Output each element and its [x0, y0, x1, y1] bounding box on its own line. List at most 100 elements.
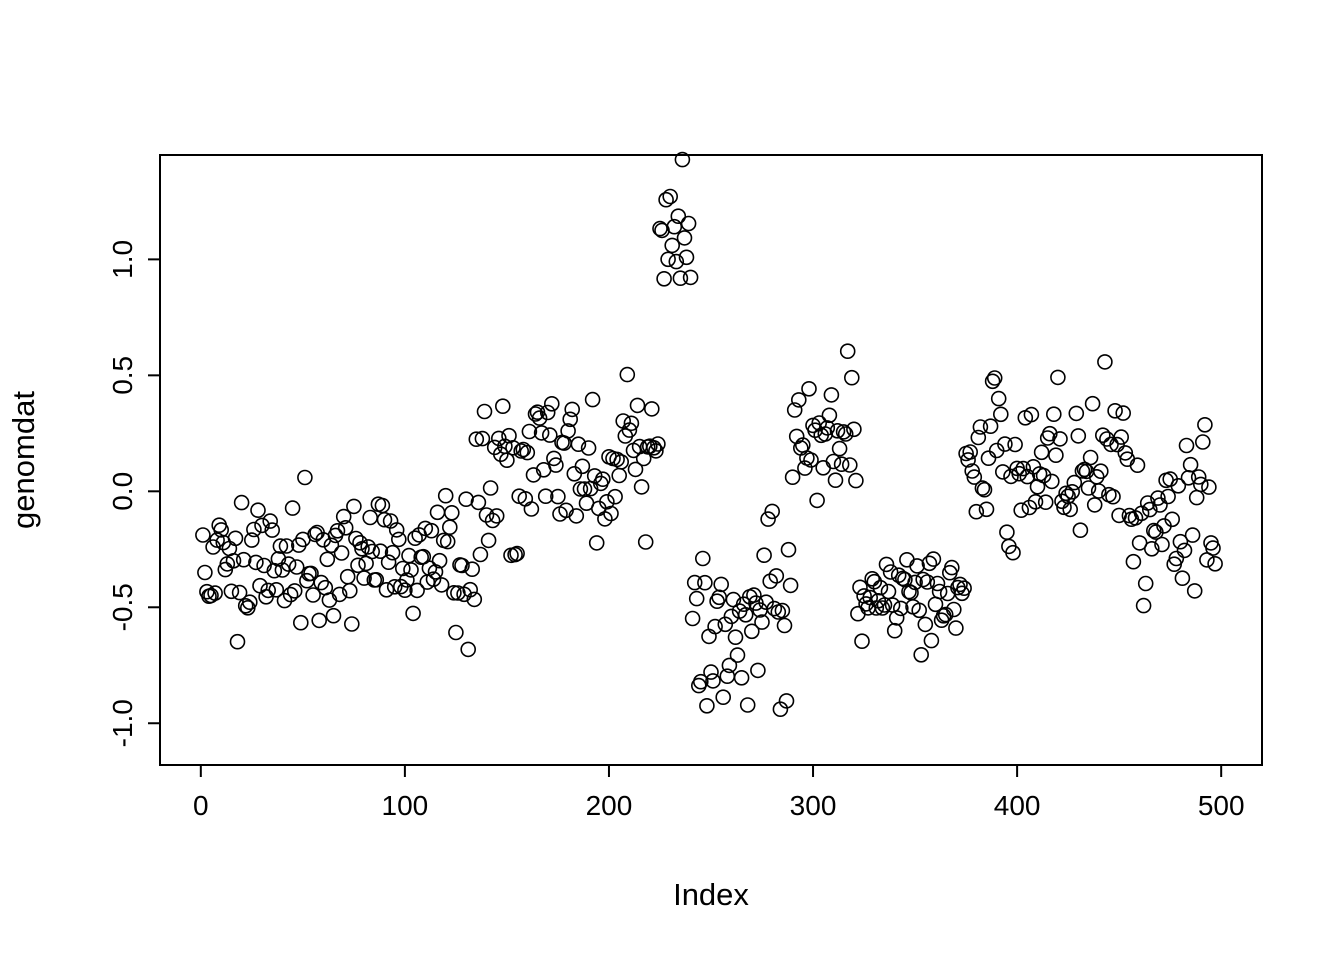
scatter-point [527, 406, 544, 422]
y-axis-label: genomdat [6, 391, 41, 529]
scatter-point [339, 568, 356, 585]
scatter-point [621, 422, 638, 438]
scatter-point [850, 605, 866, 622]
scatter-point [960, 452, 976, 468]
scatter-point [1152, 497, 1168, 513]
scatter-point [513, 443, 530, 459]
scatter-point [594, 471, 611, 488]
scatter-point [786, 402, 803, 418]
scatter-point [358, 555, 374, 572]
scatter-point [841, 457, 858, 473]
x-axis-label: Index [673, 877, 749, 912]
scatter-point [1146, 522, 1162, 539]
scatter-point [423, 522, 440, 539]
scatter-point [482, 480, 499, 496]
scatter-point [1086, 497, 1103, 513]
scatter-point [431, 552, 448, 569]
data-points [195, 151, 1223, 718]
y-tick-label: 1.0 [107, 240, 138, 279]
scatter-point [433, 577, 450, 593]
scatter-point [1064, 483, 1080, 500]
scatter-point [780, 541, 797, 558]
y-tick-label: -1.0 [107, 699, 138, 747]
scatter-point [697, 574, 713, 591]
scatter-point [1176, 542, 1193, 559]
scatter-point [764, 503, 781, 520]
scatter-point [1184, 527, 1201, 543]
scatter-point [1035, 467, 1052, 484]
scatter-point [907, 574, 923, 591]
scatter-point [519, 444, 536, 461]
scatter-point [378, 581, 395, 598]
scatter-point [1052, 431, 1068, 447]
scatter-point [633, 479, 650, 495]
scatter-point [568, 508, 585, 524]
scatter-point [560, 423, 576, 439]
scatter-point [613, 454, 630, 470]
scatter-point [223, 583, 240, 600]
scatter-point [823, 387, 840, 403]
scatter-point [1182, 456, 1199, 473]
scatter-point [533, 425, 550, 441]
scatter-point [627, 461, 644, 478]
scatter-point [384, 544, 401, 561]
scatter-point [319, 551, 336, 568]
scatter-point [525, 467, 542, 483]
scatter-point [774, 602, 791, 619]
scatter-point [580, 440, 597, 456]
scatter-point [531, 410, 548, 426]
scatter-point [494, 398, 511, 415]
scatter-point [821, 407, 838, 424]
scatter-point [372, 543, 389, 560]
scatter-point [390, 531, 407, 548]
scatter-point [888, 610, 905, 626]
scatter-point [386, 578, 403, 595]
scatter-point [782, 577, 799, 594]
scatter-point [1103, 436, 1119, 453]
scatter-point [658, 191, 674, 208]
scatter-point [368, 571, 385, 588]
scatter-point [1131, 535, 1148, 551]
scatter-point [278, 538, 295, 554]
scatter-point [982, 418, 999, 435]
scatter-point [541, 427, 558, 443]
scatter-point [656, 270, 672, 287]
scatter-point [611, 467, 628, 484]
scatter-point [833, 456, 850, 473]
scatter-point [1174, 570, 1191, 587]
scatter-point [694, 550, 711, 567]
scatter-point [356, 570, 372, 586]
scatter-point [1062, 501, 1078, 518]
scatter-point [750, 662, 766, 679]
scatter-point [376, 511, 393, 528]
scatter-point [1142, 501, 1158, 518]
scatter-point [629, 397, 646, 414]
scatter-point [662, 188, 679, 205]
scatter-point [854, 633, 870, 650]
scatter-point [550, 488, 566, 505]
scatter-point [227, 530, 244, 547]
scatter-point [672, 270, 689, 287]
scatter-point [480, 532, 497, 549]
scatter-point [397, 582, 413, 599]
scatter-point [970, 429, 987, 446]
scatter-point [272, 538, 289, 554]
scatter-point [399, 572, 415, 588]
scatter-point [254, 517, 270, 534]
scatter-point [831, 440, 848, 457]
scatter-point [572, 481, 589, 497]
scatter-point [705, 673, 721, 689]
scatter-point [1186, 583, 1203, 599]
scatter-point [733, 669, 750, 686]
scatter-point [1117, 445, 1134, 461]
scatter-point [246, 521, 262, 538]
scatter-point [323, 537, 340, 554]
scatter-point [866, 573, 883, 590]
x-tick-label: 500 [1198, 790, 1245, 821]
scatter-point [437, 487, 454, 504]
scatter-point [1005, 544, 1021, 561]
scatter-point [1207, 555, 1223, 572]
scatter-point [978, 501, 995, 518]
scatter-point [474, 430, 491, 447]
